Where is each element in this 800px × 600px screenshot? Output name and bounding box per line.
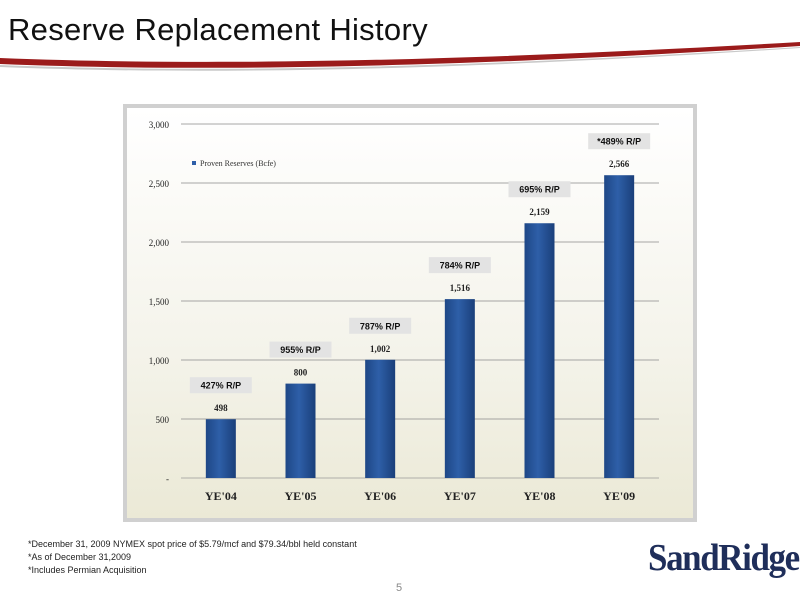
page-number: 5 [396,582,403,594]
rp-label: 695% R/P [519,185,560,195]
bar-chart: - 500 1,000 1,500 2,000 2,500 3,000 Proven Rese… [149,120,659,503]
header-swoosh [0,42,800,71]
page-title: Reserve Replacement History [8,12,428,47]
rp-label-box [269,341,332,358]
footnote-permian: *Includes Permian Acquisition [28,565,147,575]
rp-label-box [428,257,491,274]
rp-label: 955% R/P [280,345,321,355]
footnote-nymex: *December 31, 2009 NYMEX spot price of $… [28,539,357,549]
bar [604,175,635,478]
bar [365,359,396,478]
rp-label-box [588,133,651,150]
y-tick-label: - [166,474,169,484]
data-label: 2,566 [609,159,630,169]
y-tick-label: 2,000 [149,238,170,248]
x-tick-label: YE'09 [603,489,635,503]
chart-frame [123,104,697,522]
legend-label: Proven Reserves (Bcfe) [200,159,276,168]
data-label: 2,159 [529,207,550,217]
rp-label-box [189,377,252,394]
bar [205,419,236,478]
bar [524,223,555,478]
data-label: 1,516 [450,283,471,293]
y-tick-label: 500 [156,415,170,425]
rp-label: 427% R/P [201,381,242,391]
y-tick-label: 3,000 [149,120,170,130]
x-tick-label: YE'08 [523,489,555,503]
x-tick-label: YE'04 [205,489,237,503]
rp-label: 787% R/P [360,321,401,331]
footnotes: *December 31, 2009 NYMEX spot price of $… [28,538,357,577]
data-label: 800 [294,368,308,378]
data-label: 498 [214,403,228,413]
x-tick-label: YE'05 [284,489,316,503]
rp-label-box [349,317,412,334]
footnote-date: *As of December 31,2009 [28,552,132,562]
legend-swatch [192,161,196,165]
y-tick-label: 1,500 [149,297,170,307]
sandridge-logo: SandRidge [648,537,800,579]
rp-label-box [508,181,571,198]
rp-label: *489% R/P [597,137,641,147]
data-label: 1,002 [370,344,391,354]
bar [285,383,316,478]
y-tick-label: 2,500 [149,179,170,189]
y-tick-label: 1,000 [149,356,170,366]
rp-label: 784% R/P [440,261,481,271]
bar [444,299,475,478]
x-tick-label: YE'06 [364,489,396,503]
x-tick-label: YE'07 [444,489,476,503]
